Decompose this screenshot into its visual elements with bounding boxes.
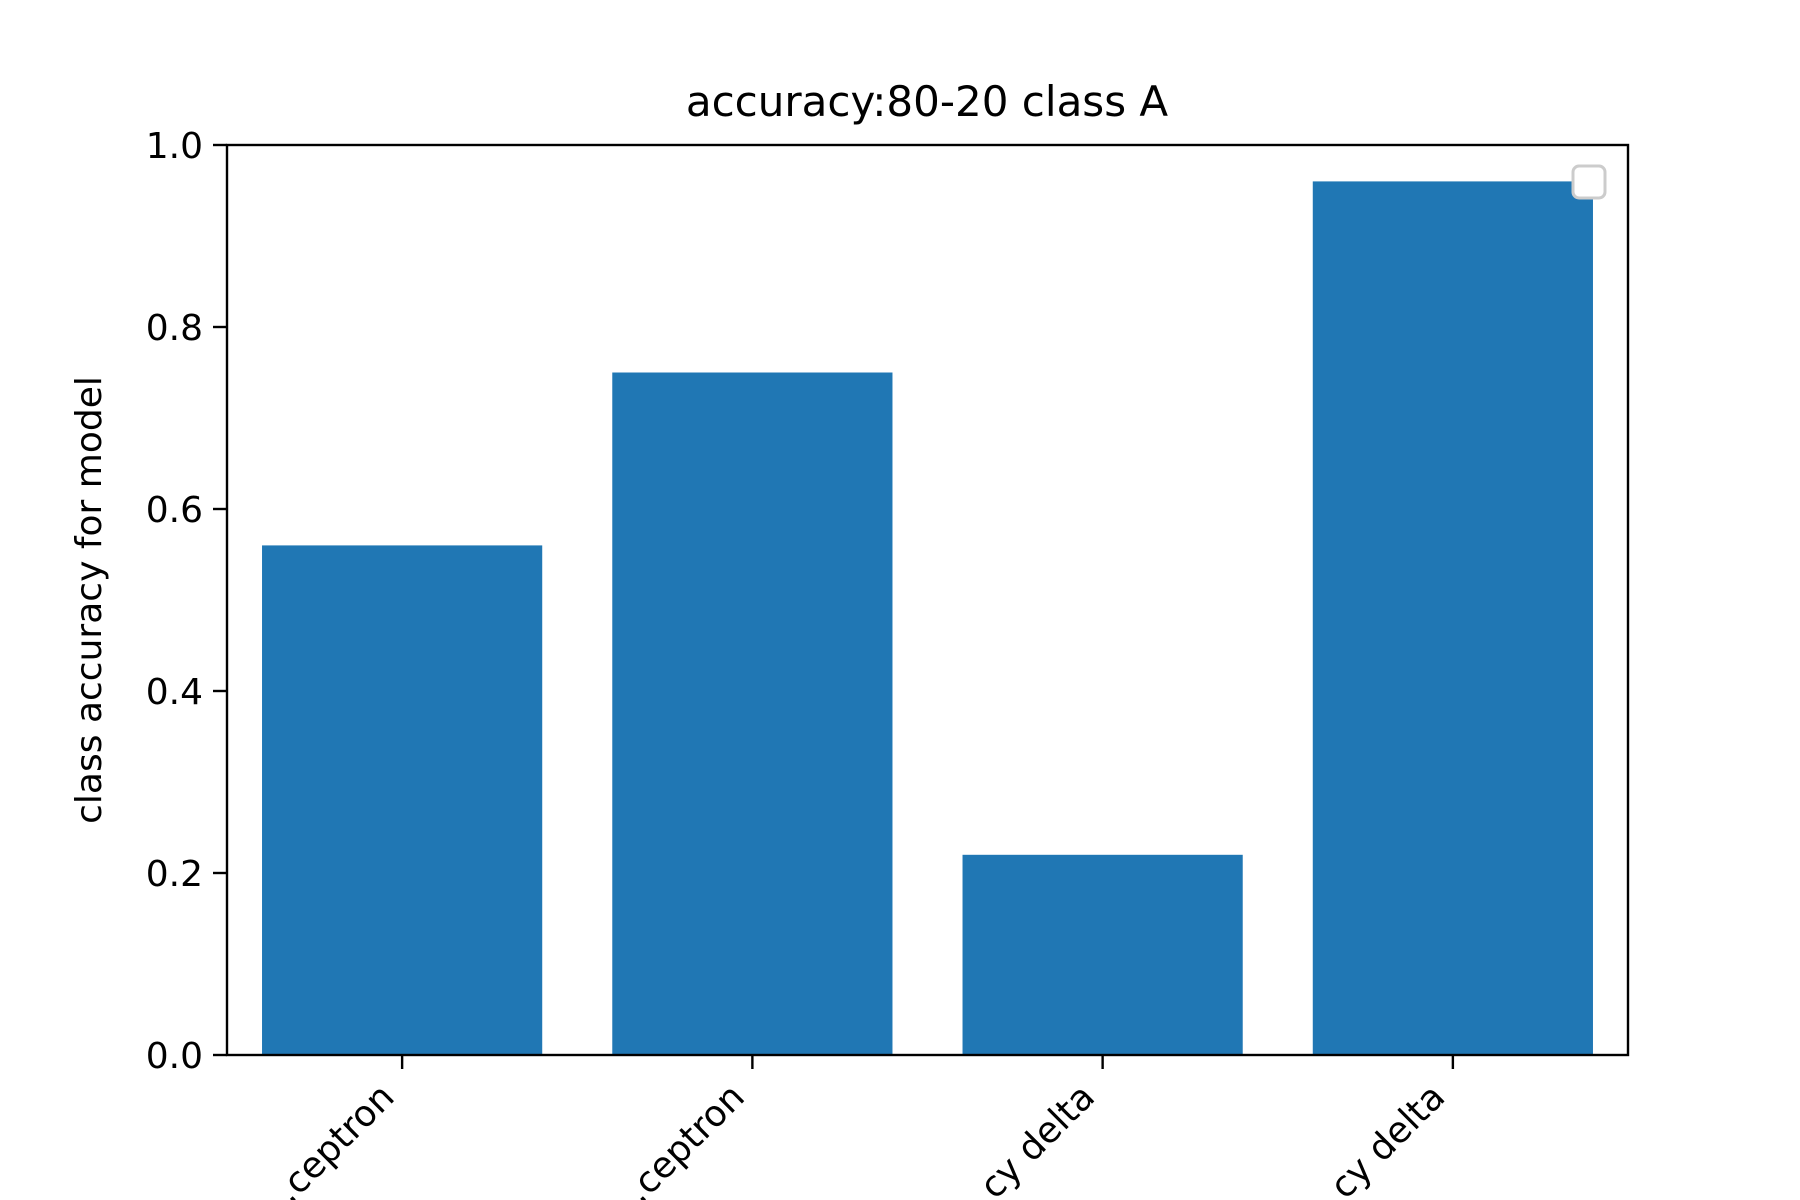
y-tick-label: 0.6 <box>146 490 203 531</box>
bar <box>1312 181 1593 1055</box>
x-tick-label: …cy delta <box>1297 1076 1453 1200</box>
legend-box <box>1571 164 1607 200</box>
y-tick-label: 0.2 <box>146 854 203 895</box>
x-tick-label: …cy delta <box>947 1076 1103 1200</box>
x-tick-label: …ceptron <box>251 1076 403 1200</box>
chart-title: accuracy:80-20 class A <box>686 77 1169 126</box>
legend <box>1571 164 1607 200</box>
bar <box>962 854 1243 1055</box>
axes-frame <box>225 143 1630 1057</box>
y-tick-label: 0.4 <box>146 672 203 713</box>
y-axis-title: class accuracy for model <box>69 376 110 824</box>
x-axis-ticks: …ceptron …ceptron …cy delta …cy delta <box>251 1055 1455 1200</box>
bars <box>262 181 1593 1055</box>
y-tick-label: 1.0 <box>146 126 203 167</box>
bar <box>262 545 543 1055</box>
x-tick-label: …ceptron <box>601 1076 753 1200</box>
y-tick-label: 0.0 <box>146 1036 203 1077</box>
bar <box>612 372 893 1055</box>
y-tick-label: 0.8 <box>146 308 203 349</box>
y-axis-ticks: 0.0 0.2 0.4 0.6 0.8 1.0 <box>146 126 227 1077</box>
